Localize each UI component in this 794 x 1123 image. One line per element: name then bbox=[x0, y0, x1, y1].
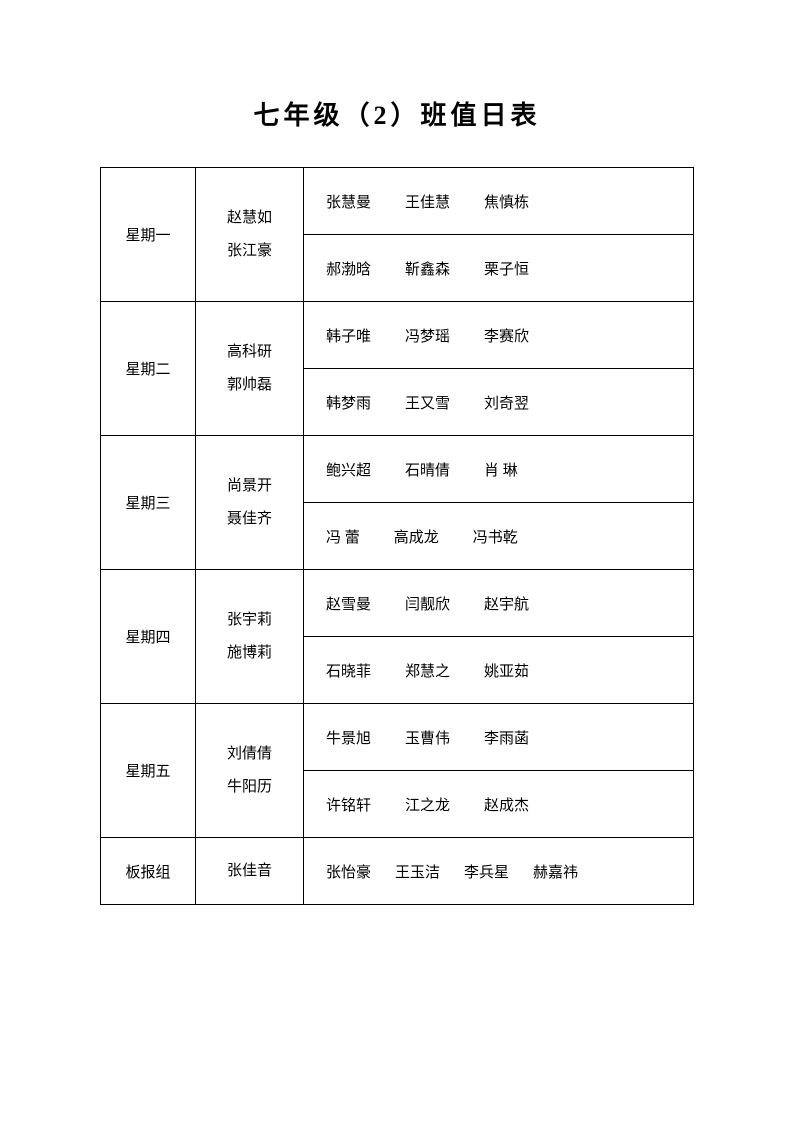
names-cell: 郝渤晗 靳鑫森 栗子恒 bbox=[304, 235, 694, 302]
day-cell: 星期五 bbox=[101, 704, 196, 838]
names-cell: 韩子唯 冯梦瑶 李赛欣 bbox=[304, 302, 694, 369]
student-name: 赫嘉祎 bbox=[533, 861, 578, 882]
student-name: 赵成杰 bbox=[484, 794, 529, 815]
leader-cell: 赵慧如张江豪 bbox=[196, 168, 304, 302]
student-name: 石晓菲 bbox=[326, 660, 371, 681]
student-name: 许铭轩 bbox=[326, 794, 371, 815]
names-cell: 鲍兴超 石晴倩 肖 琳 bbox=[304, 436, 694, 503]
student-name: 冯 蕾 bbox=[326, 526, 360, 547]
student-name: 韩子唯 bbox=[326, 325, 371, 346]
student-name: 石晴倩 bbox=[405, 459, 450, 480]
student-name: 李雨菡 bbox=[484, 727, 529, 748]
day-cell: 星期四 bbox=[101, 570, 196, 704]
board-names-cell: 张怡豪 王玉洁 李兵星 赫嘉祎 bbox=[304, 838, 694, 905]
student-name: 闫靓欣 bbox=[405, 593, 450, 614]
student-name: 郝渤晗 bbox=[326, 258, 371, 279]
student-name: 冯梦瑶 bbox=[405, 325, 450, 346]
student-name: 冯书乾 bbox=[473, 526, 518, 547]
duty-schedule-table: 星期一赵慧如张江豪张慧曼王佳慧焦慎栋郝渤晗靳鑫森栗子恒星期二高科研郭帅磊韩子唯冯… bbox=[100, 167, 694, 905]
student-name: 李兵星 bbox=[464, 861, 509, 882]
names-cell: 石晓菲 郑慧之 姚亚茹 bbox=[304, 637, 694, 704]
names-cell: 韩梦雨 王又雪 刘奇翌 bbox=[304, 369, 694, 436]
student-name: 赵宇航 bbox=[484, 593, 529, 614]
student-name: 王玉洁 bbox=[395, 861, 440, 882]
leader-cell: 张宇莉施博莉 bbox=[196, 570, 304, 704]
student-name: 江之龙 bbox=[405, 794, 450, 815]
board-leader-cell: 张佳音 bbox=[196, 838, 304, 905]
student-name: 韩梦雨 bbox=[326, 392, 371, 413]
names-cell: 许铭轩 江之龙 赵成杰 bbox=[304, 771, 694, 838]
student-name: 李赛欣 bbox=[484, 325, 529, 346]
day-cell: 星期三 bbox=[101, 436, 196, 570]
student-name: 鲍兴超 bbox=[326, 459, 371, 480]
student-name: 高成龙 bbox=[394, 526, 439, 547]
student-name: 王佳慧 bbox=[405, 191, 450, 212]
student-name: 玉曹伟 bbox=[405, 727, 450, 748]
student-name: 靳鑫森 bbox=[405, 258, 450, 279]
names-cell: 牛景旭 玉曹伟 李雨菡 bbox=[304, 704, 694, 771]
names-cell: 张慧曼 王佳慧 焦慎栋 bbox=[304, 168, 694, 235]
day-cell: 星期二 bbox=[101, 302, 196, 436]
student-name: 郑慧之 bbox=[405, 660, 450, 681]
names-cell: 赵雪曼 闫靓欣 赵宇航 bbox=[304, 570, 694, 637]
leader-cell: 高科研郭帅磊 bbox=[196, 302, 304, 436]
student-name: 姚亚茹 bbox=[484, 660, 529, 681]
leader-cell: 刘倩倩牛阳历 bbox=[196, 704, 304, 838]
student-name: 赵雪曼 bbox=[326, 593, 371, 614]
student-name: 栗子恒 bbox=[484, 258, 529, 279]
leader-cell: 尚景开聂佳齐 bbox=[196, 436, 304, 570]
board-group-label: 板报组 bbox=[101, 838, 196, 905]
day-cell: 星期一 bbox=[101, 168, 196, 302]
student-name: 张慧曼 bbox=[326, 191, 371, 212]
student-name: 牛景旭 bbox=[326, 727, 371, 748]
student-name: 张怡豪 bbox=[326, 861, 371, 882]
student-name: 刘奇翌 bbox=[484, 392, 529, 413]
page-title: 七年级（2）班值日表 bbox=[100, 95, 694, 132]
student-name: 焦慎栋 bbox=[484, 191, 529, 212]
names-cell: 冯 蕾 高成龙 冯书乾 bbox=[304, 503, 694, 570]
student-name: 王又雪 bbox=[405, 392, 450, 413]
student-name: 肖 琳 bbox=[484, 459, 518, 480]
